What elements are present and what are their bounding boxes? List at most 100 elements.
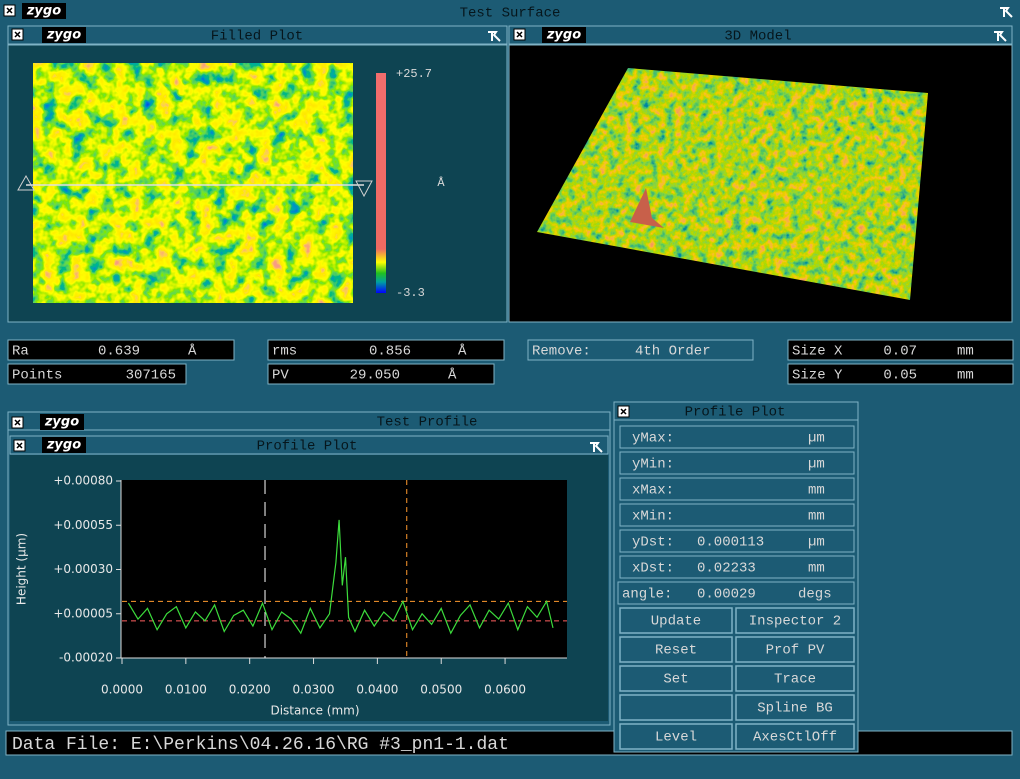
- button-label[interactable]: Level: [655, 730, 697, 746]
- button-label[interactable]: Spline BG: [757, 701, 833, 717]
- field-box: [619, 451, 855, 475]
- window-title: Filled Plot: [211, 29, 303, 45]
- stat-unit: mm: [957, 368, 974, 384]
- stat-unit: Å: [458, 343, 467, 360]
- field-label: xMax:: [632, 483, 674, 499]
- field-unit: mm: [808, 509, 825, 525]
- stat-value: 0.639: [98, 344, 140, 360]
- button[interactable]: [735, 607, 855, 634]
- logo: zygo: [26, 4, 61, 19]
- x-tick-label: 0.0600: [484, 683, 526, 697]
- x-tick-label: 0.0100: [165, 683, 207, 697]
- x-tick-label: 0.0000: [101, 683, 143, 697]
- field-label: yMax:: [632, 431, 674, 447]
- stat-label: PV: [272, 368, 289, 384]
- button-label[interactable]: Update: [651, 614, 701, 630]
- data-file: Data File: E:\Perkins\04.26.16\RG #3_pn1…: [12, 735, 509, 755]
- field-label: yMin:: [632, 457, 674, 473]
- field-value: 0.00029: [697, 587, 756, 603]
- y-tick-label: -0.00020: [59, 651, 113, 665]
- logo-box: [42, 27, 86, 43]
- field-unit: µm: [808, 457, 825, 473]
- close-icon-cross: [6, 7, 13, 14]
- button[interactable]: [619, 665, 733, 692]
- logo-box: [40, 414, 84, 430]
- title-bar: [613, 401, 859, 421]
- close-icon-cross: [16, 442, 23, 449]
- cursor-handle: [17, 174, 35, 191]
- profile-line: [127, 519, 554, 635]
- stat-label: Remove:: [532, 344, 591, 360]
- cursor-handle: [355, 180, 373, 198]
- pin-icon: [590, 442, 603, 453]
- logo-box: [22, 3, 66, 19]
- stat-value: 0.05: [883, 368, 917, 384]
- logo: zygo: [46, 28, 81, 43]
- stat-unit: Å: [188, 343, 197, 360]
- field-box: [619, 477, 855, 501]
- stat-unit: Å: [448, 367, 457, 384]
- button-label[interactable]: AxesCtlOff: [753, 730, 837, 746]
- scale-min: -3.3: [396, 286, 425, 300]
- stat-label: Size X: [792, 344, 843, 360]
- top-bar: [0, 0, 1020, 22]
- y-axis-label: Height (µm): [15, 533, 29, 605]
- x-tick-label: 0.0400: [356, 683, 398, 697]
- stat-label: Size Y: [792, 368, 843, 384]
- button[interactable]: [619, 636, 733, 663]
- logo: zygo: [44, 415, 79, 430]
- button[interactable]: [735, 723, 855, 750]
- field-value: 0.000113: [697, 535, 764, 551]
- button-label[interactable]: Set: [663, 672, 688, 688]
- scale-max: +25.7: [396, 67, 432, 81]
- title-bar: [7, 25, 508, 45]
- stat-value: 0.856: [369, 344, 411, 360]
- button[interactable]: [735, 636, 855, 663]
- logo-box: [42, 437, 86, 453]
- stat-box: [267, 339, 505, 361]
- title-bar: [7, 411, 611, 431]
- window-title: Profile Plot: [257, 439, 358, 455]
- x-tick-label: 0.0300: [293, 683, 335, 697]
- color-bar: [376, 73, 386, 293]
- x-tick-label: 0.0200: [229, 683, 271, 697]
- button-label[interactable]: Inspector 2: [749, 614, 841, 630]
- close-icon-cross: [14, 31, 21, 38]
- surface-map: [33, 63, 353, 303]
- field-box: [617, 581, 855, 605]
- button-label[interactable]: Prof PV: [766, 643, 825, 659]
- close-icon-cross: [516, 31, 523, 38]
- stat-box: [787, 339, 1014, 361]
- field-label: angle:: [622, 587, 672, 603]
- pin-icon: [994, 31, 1007, 42]
- x-axis-label: Distance (mm): [270, 704, 359, 718]
- title-bar: [508, 25, 1013, 45]
- window-title: 3D Model: [724, 29, 791, 45]
- y-tick-label: +0.00080: [53, 474, 113, 488]
- field-box: [619, 503, 855, 527]
- button[interactable]: [619, 607, 733, 634]
- button-label[interactable]: Reset: [655, 643, 697, 659]
- window-title: Profile Plot: [685, 405, 786, 421]
- stat-label: Points: [12, 368, 62, 384]
- stat-box: [7, 363, 187, 385]
- stat-box: [787, 363, 1014, 385]
- field-unit: degs: [798, 587, 832, 603]
- field-box: [619, 529, 855, 553]
- stat-value: 0.07: [883, 344, 917, 360]
- button[interactable]: [735, 665, 855, 692]
- field-unit: mm: [808, 561, 825, 577]
- button[interactable]: [735, 694, 855, 721]
- stat-label: rms: [272, 344, 297, 360]
- button[interactable]: [619, 723, 733, 750]
- stat-box: [7, 339, 235, 361]
- field-label: xMin:: [632, 509, 674, 525]
- scale-unit: Å: [437, 175, 445, 190]
- y-tick-label: +0.00030: [53, 562, 113, 576]
- stat-value: 307165: [126, 368, 176, 384]
- field-box: [619, 555, 855, 579]
- button[interactable]: [619, 694, 733, 721]
- button-label[interactable]: Trace: [774, 672, 816, 688]
